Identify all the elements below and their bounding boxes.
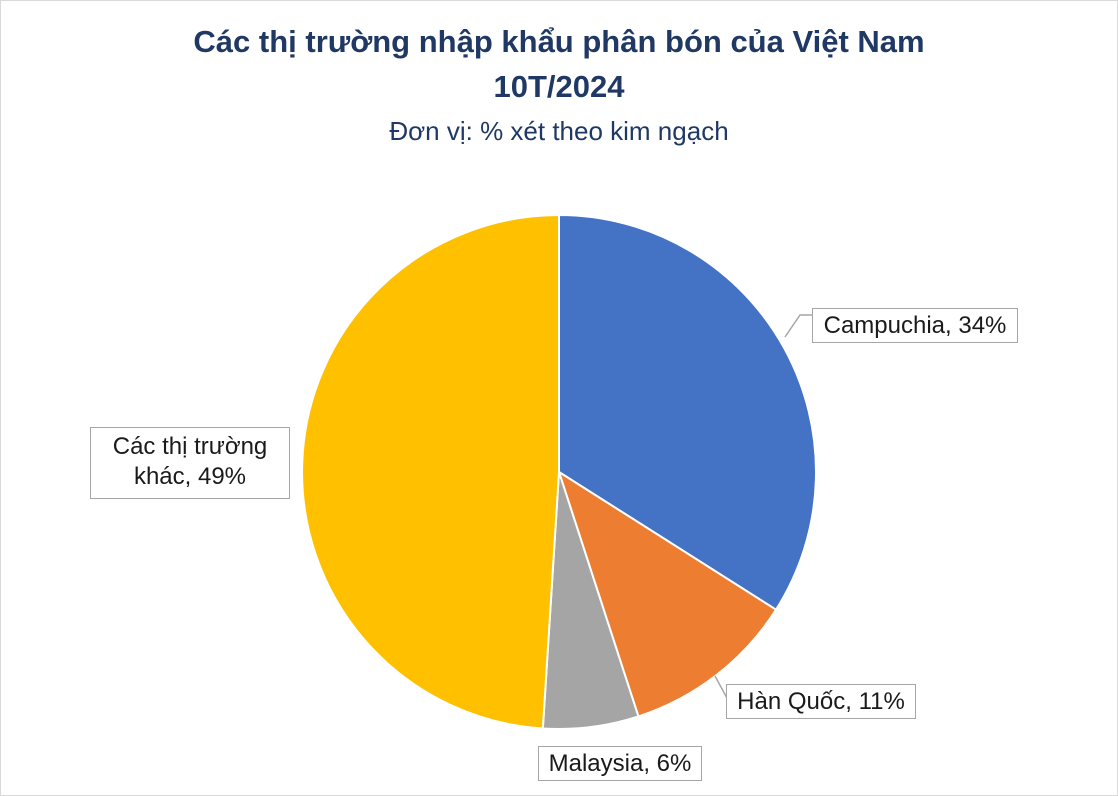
data-label-han-quoc: Hàn Quốc, 11% <box>726 684 916 719</box>
data-label-campuchia: Campuchia, 34% <box>812 308 1018 343</box>
leader-line-campuchia <box>784 314 812 338</box>
pie-slice-hàn-quốc <box>557 469 778 718</box>
pie-slice-campuchia <box>558 213 817 612</box>
leader-line-han-quoc <box>714 675 729 701</box>
chart-title-line1: Các thị trường nhập khẩu phân bón của Vi… <box>193 24 925 59</box>
leader-lines <box>714 314 812 701</box>
data-label-malaysia: Malaysia, 6% <box>538 746 702 781</box>
pie-slice-các-thị-trường-khác <box>301 213 560 730</box>
data-label-cac-thi-truong-khac-line1: Các thị trường <box>112 433 268 460</box>
data-label-cac-thi-truong-khac-line2: khác, 49% <box>133 463 247 490</box>
chart-title-line2: 10T/2024 <box>493 69 625 104</box>
chart-subtitle: Đơn vị: % xét theo kim ngạch <box>389 116 729 146</box>
data-label-cac-thi-truong-khac: Các thị trường khác, 49% <box>90 427 290 499</box>
pie-slices <box>301 213 817 730</box>
